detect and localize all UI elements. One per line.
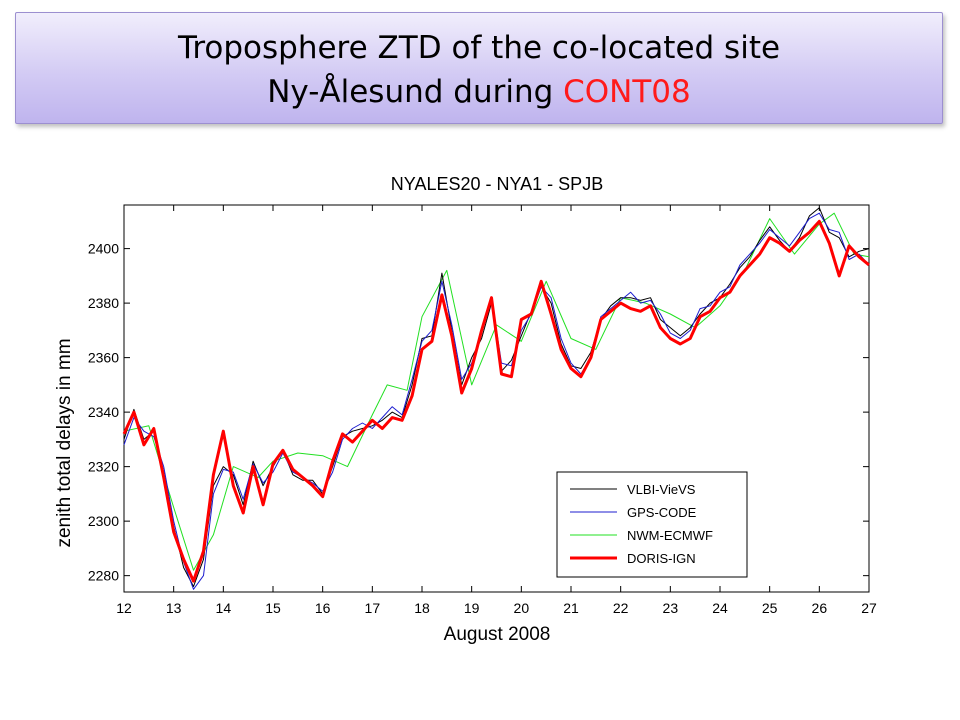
y-tick-label: 2400 [88,241,119,257]
slide-title-accent: CONT08 [563,74,691,110]
x-tick-label: 27 [861,600,877,616]
x-tick-label: 18 [414,600,430,616]
slide-title-line2: Ny-Ålesund during CONT08 [16,70,942,114]
legend-label: NWM-ECMWF [627,528,713,543]
x-tick-label: 25 [762,600,778,616]
legend-label: VLBI-VieVS [627,482,696,497]
y-tick-label: 2360 [88,350,119,366]
axis-ticks: 12 13 14 15 16 17 18 19 20 21 22 23 24 25 26 27 2280 2300… [88,205,877,616]
series-line-doris-ign [122,219,870,583]
x-tick-label: 24 [712,600,728,616]
y-axis-label: zenith total delays in mm [54,338,75,547]
legend: VLBI-VieVS GPS-CODE NWM-ECMWF DORIS-IGN [556,471,748,578]
x-tick-label: 16 [315,600,331,616]
x-tick-label: 21 [563,600,579,616]
x-tick-label: 19 [464,600,480,616]
x-tick-label: 26 [812,600,828,616]
slide-title-line1: Troposphere ZTD of the co-located site [177,30,781,66]
x-tick-label: 12 [116,600,132,616]
y-tick-label: 2380 [88,295,119,311]
x-tick-label: 20 [514,600,530,616]
x-tick-label: 23 [663,600,679,616]
chart-container: NYALES20 - NYA1 - SPJB August 2008 zenit… [0,150,960,690]
x-tick-label: 15 [265,600,281,616]
slide-title-banner: Troposphere ZTD of the co-located site N… [15,12,943,124]
y-tick-label: 2280 [88,568,119,584]
legend-label: GPS-CODE [627,505,697,520]
x-axis-label: August 2008 [444,624,551,645]
x-tick-label: 13 [166,600,182,616]
series-lines [122,207,870,590]
chart-title: NYALES20 - NYA1 - SPJB [391,174,603,194]
y-tick-label: 2320 [88,459,119,475]
x-tick-label: 22 [613,600,629,616]
plot-area-frame [123,204,870,593]
y-tick-label: 2340 [88,404,119,420]
legend-label: DORIS-IGN [627,551,696,566]
slide-title-line2-prefix: Ny-Ålesund during [267,74,564,110]
x-tick-label: 14 [216,600,232,616]
ztd-line-chart: NYALES20 - NYA1 - SPJB August 2008 zenit… [0,150,960,690]
x-tick-label: 17 [365,600,381,616]
y-tick-label: 2300 [88,513,119,529]
